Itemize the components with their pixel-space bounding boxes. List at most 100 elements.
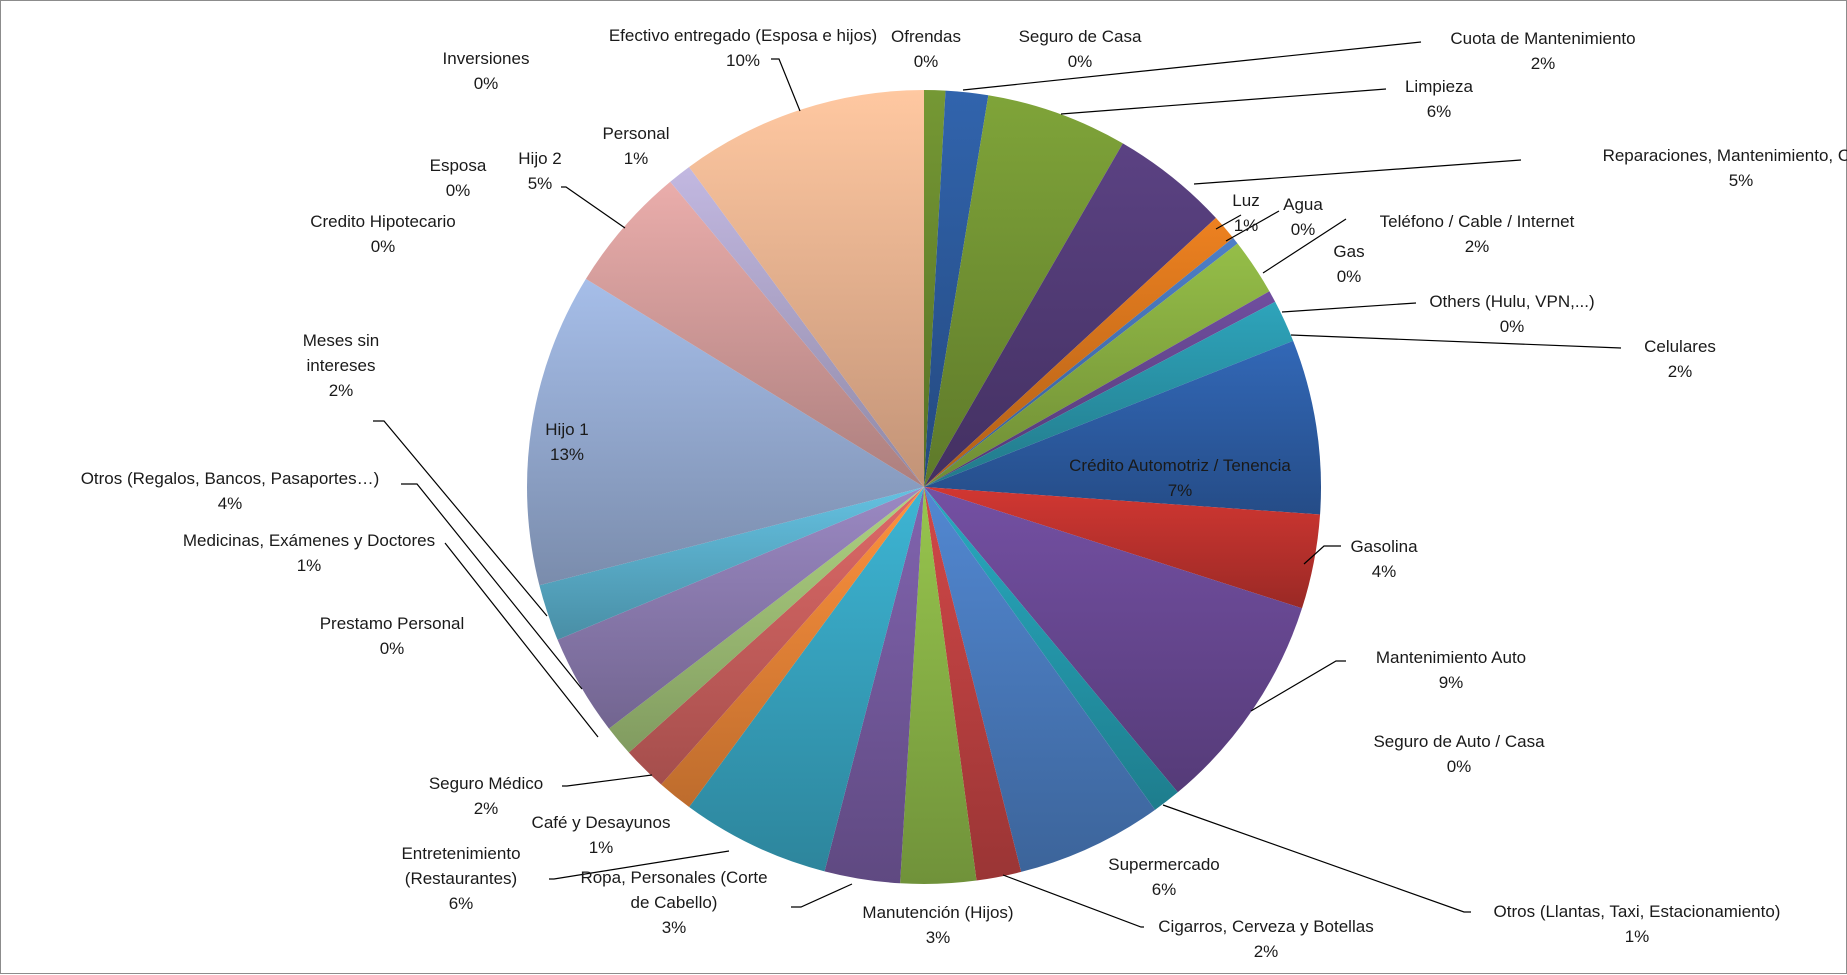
label-value-otros-regalos-bancos-pasaportes: 4% [218, 494, 243, 513]
label-name-seguro-de-casa: Seguro de Casa [1019, 27, 1142, 46]
label-value-manutencion-hijos: 3% [926, 928, 951, 947]
label-value-gasolina: 4% [1372, 562, 1397, 581]
label-manutencion-hijos: Manutención (Hijos) 3% [862, 903, 1013, 947]
label-limpieza: Limpieza 6% [1405, 77, 1474, 121]
label-cigarros-cerveza-y-botellas: Cigarros, Cerveza y Botellas 2% [1158, 917, 1373, 961]
leader-luz [1215, 214, 1242, 230]
label-name-cafe-y-desayunos: Café y Desayunos [532, 813, 671, 832]
label-value-luz: 1% [1234, 216, 1259, 235]
slice-supermercado [924, 487, 1156, 872]
label-celulares: Celulares 2% [1644, 337, 1716, 381]
leader-ropa-personales-corte-de-cabello [791, 883, 853, 908]
label-medicinas-examenes-y-doctores: Medicinas, Exámenes y Doctores 1% [183, 531, 435, 575]
label-otros-regalos-bancos-pasaportes: Otros (Regalos, Bancos, Pasaportes…) 4% [81, 469, 380, 513]
label-name-entretenimiento-restaurantes: Entretenimiento [401, 844, 520, 863]
slice-otros-regalos-bancos-pasaportes [557, 487, 924, 729]
label-mantenimiento-auto: Mantenimiento Auto 9% [1376, 648, 1526, 692]
label-value-medicinas-examenes-y-doctores: 1% [297, 556, 322, 575]
label-value-inversiones: 0% [474, 74, 499, 93]
label-esposa: Esposa 0% [430, 156, 487, 200]
label-name-meses-sin-intereses: intereses [307, 356, 376, 375]
label-value-personal: 1% [624, 149, 649, 168]
slice-hijo-1 [527, 278, 924, 586]
label-name-mantenimiento-auto: Mantenimiento Auto [1376, 648, 1526, 667]
leader-celulares [1290, 334, 1622, 349]
slice-medicinas-examenes-y-doctores [608, 487, 924, 753]
slice-agua [924, 237, 1238, 487]
label-name-credito-hipotecario: Credito Hipotecario [310, 212, 456, 231]
label-cuota-de-mantenimiento: Cuota de Mantenimiento 2% [1450, 29, 1635, 73]
leader-otros-llantas-taxi-estacionamiento [1162, 804, 1471, 913]
label-name-ropa-personales-corte-de-cabello: Ropa, Personales (Corte [580, 868, 767, 887]
label-value-prestamo-personal: 0% [380, 639, 405, 658]
label-luz: Luz 1% [1232, 191, 1259, 235]
slice-reparaciones-mantenimiento-otros [924, 143, 1216, 487]
slice-otros-llantas-taxi-estacionamiento [924, 487, 1178, 810]
leader-hijo-2 [561, 186, 626, 229]
label-value-supermercado: 6% [1152, 880, 1177, 899]
label-name-esposa: Esposa [430, 156, 487, 175]
label-name-medicinas-examenes-y-doctores: Medicinas, Exámenes y Doctores [183, 531, 435, 550]
label-name-hijo-2: Hijo 2 [518, 149, 561, 168]
label-inversiones: Inversiones 0% [443, 49, 530, 93]
label-otros-llantas-taxi-estacionamiento: Otros (Llantas, Taxi, Estacionamiento) 1% [1494, 902, 1781, 946]
slice-luz [924, 217, 1234, 487]
slice-celulares [924, 301, 1294, 487]
leader-reparaciones-mantenimiento-otros [1193, 159, 1522, 185]
label-name-entretenimiento-restaurantes: (Restaurantes) [405, 869, 517, 888]
label-value-mantenimiento-auto: 9% [1439, 673, 1464, 692]
leader-entretenimiento-restaurantes [549, 850, 730, 880]
label-name-gas: Gas [1333, 242, 1364, 261]
label-value-credito-automotriz-tenencia: 7% [1168, 481, 1193, 500]
slice-cigarros-cerveza-y-botellas [924, 487, 1022, 881]
label-name-hijo-1: Hijo 1 [545, 420, 588, 439]
label-name-personal: Personal [602, 124, 669, 143]
label-hijo-2: Hijo 2 5% [518, 149, 561, 193]
label-value-meses-sin-intereses: 2% [329, 381, 354, 400]
label-supermercado: Supermercado 6% [1108, 855, 1220, 899]
slice-ofrendas [924, 89, 946, 487]
leader-seguro-medico [562, 774, 653, 787]
label-hijo-1: Hijo 1 13% [545, 420, 588, 464]
pie-slices [527, 89, 1322, 885]
slice-manutencion-hijos [900, 487, 977, 885]
label-name-gasolina: Gasolina [1350, 537, 1418, 556]
label-name-supermercado: Supermercado [1108, 855, 1220, 874]
label-value-celulares: 2% [1668, 362, 1693, 381]
label-value-seguro-de-auto-casa: 0% [1447, 757, 1472, 776]
slice-limpieza [924, 95, 1123, 487]
label-value-cigarros-cerveza-y-botellas: 2% [1254, 942, 1279, 961]
slice-telefono-cable-internet [924, 243, 1270, 487]
label-value-entretenimiento-restaurantes: 6% [449, 894, 474, 913]
slice-mantenimiento-auto [924, 487, 1303, 793]
label-efectivo-entregado-esposa-e-hijos: Efectivo entregado (Esposa e hijos) 10% [609, 26, 877, 70]
label-value-cuota-de-mantenimiento: 2% [1531, 54, 1556, 73]
label-value-hijo-1: 13% [550, 445, 584, 464]
label-name-limpieza: Limpieza [1405, 77, 1474, 96]
label-value-efectivo-entregado-esposa-e-hijos: 10% [726, 51, 760, 70]
label-name-celulares: Celulares [1644, 337, 1716, 356]
label-name-telefono-cable-internet: Teléfono / Cable / Internet [1380, 212, 1575, 231]
leader-lines [373, 41, 1622, 928]
label-value-others-hulu-vpn: 0% [1500, 317, 1525, 336]
label-name-otros-regalos-bancos-pasaportes: Otros (Regalos, Bancos, Pasaportes…) [81, 469, 380, 488]
label-name-others-hulu-vpn: Others (Hulu, VPN,...) [1429, 292, 1594, 311]
label-personal: Personal 1% [602, 124, 669, 168]
label-name-agua: Agua [1283, 195, 1323, 214]
label-name-prestamo-personal: Prestamo Personal [320, 614, 465, 633]
label-value-hijo-2: 5% [528, 174, 553, 193]
label-name-credito-automotriz-tenencia: Crédito Automotriz / Tenencia [1069, 456, 1291, 475]
leader-meses-sin-intereses [373, 420, 548, 617]
label-prestamo-personal: Prestamo Personal 0% [320, 614, 465, 658]
leader-limpieza [1060, 88, 1387, 115]
slice-labels: Ofrendas 0% Seguro de Casa 0% Cuota de Mante… [81, 26, 1847, 961]
label-name-seguro-medico: Seguro Médico [429, 774, 543, 793]
label-value-reparaciones-mantenimiento-otros: 5% [1729, 171, 1754, 190]
slice-cafe-y-desayunos [661, 487, 924, 808]
label-seguro-medico: Seguro Médico 2% [429, 774, 543, 818]
slice-ropa-personales-corte-de-cabello [824, 487, 924, 884]
label-value-agua: 0% [1291, 220, 1316, 239]
label-meses-sin-intereses: Meses sin intereses 2% [303, 331, 380, 400]
label-name-cigarros-cerveza-y-botellas: Cigarros, Cerveza y Botellas [1158, 917, 1373, 936]
